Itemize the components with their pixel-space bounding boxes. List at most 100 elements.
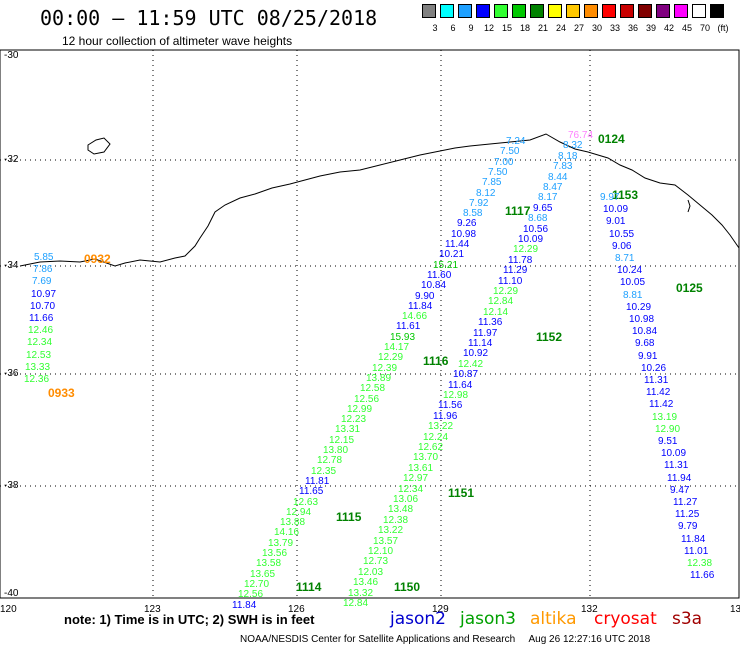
scale-swatch [440,4,454,18]
wave-height-value: 11.61 [396,321,421,332]
wave-height-value: 11.78 [508,255,533,266]
scale-label: 45 [681,23,692,33]
pass-time-label: 0933 [48,386,75,400]
wave-height-value: 11.97 [473,328,498,339]
wave-height-value: 7.50 [500,146,520,157]
wave-height-value: 10.29 [626,302,652,313]
wave-height-value: 7.50 [488,167,508,178]
pass-time-label: 0932 [84,252,111,266]
wave-height-value: 7.86 [33,264,53,275]
wave-height-value: 12.34 [27,337,53,348]
wave-height-value: 12.38 [687,558,713,569]
wave-height-value: 12.70 [244,579,270,590]
wave-height-value: 14.16 [274,527,300,538]
wave-height-value: 7.92 [469,198,489,209]
scale-label: 6 [450,23,456,33]
wave-height-value: 13.80 [323,445,349,456]
wave-height-value: 8.32 [563,140,583,151]
wave-height-value: 8.44 [548,172,568,183]
wave-height-value: 11.64 [448,380,473,391]
wave-height-value: 8.47 [543,182,563,193]
wave-height-value: 11.25 [675,509,700,520]
scale-swatch [494,4,508,18]
wave-height-value: 9.26 [457,218,477,229]
wave-height-value: 12.73 [363,556,389,567]
wave-height-value: 11.29 [503,265,528,276]
wave-height-value: 7.85 [482,177,502,188]
pass-time-label: 1150 [394,580,421,594]
wave-height-value: 13.56 [262,548,288,559]
wave-height-value: 11.84 [681,534,706,545]
wave-height-value: 11.44 [445,239,470,250]
note-text: note: 1) Time is in UTC; 2) SWH is in fe… [64,612,315,627]
wave-height-value: 12.35 [311,466,337,477]
scale-swatch [512,4,526,18]
wave-height-value: 10.05 [620,277,646,288]
wave-height-value: 9.68 [635,338,655,349]
scale-label: 42 [663,23,674,33]
wave-height-value: 10.21 [439,249,465,260]
wave-height-value: 11.60 [427,270,452,281]
wave-height-value: 12.56 [238,589,264,600]
scale-swatch [674,4,688,18]
wave-height-value: 11.81 [305,476,330,487]
island-small [687,199,691,213]
wave-height-value: 10.56 [523,224,549,235]
wave-height-value: 12.39 [372,363,398,374]
wave-height-value: 11.65 [299,486,324,497]
pass-time-label: 1117 [505,204,531,218]
wave-height-value: 9.79 [678,521,698,532]
wave-height-value: 12.98 [443,390,469,401]
legend-altika: altika [530,609,577,629]
pass-time-label: 1116 [423,354,449,368]
coastline [19,133,740,267]
wave-height-value: 5.85 [34,252,54,263]
wave-height-value: 12.84 [343,598,369,609]
wave-height-value: 9.51 [658,436,678,447]
wave-height-value: 12.42 [458,359,484,370]
wave-height-value: 11.27 [673,497,698,508]
wave-height-value: 7.83 [553,161,573,172]
wave-height-value: 8.12 [476,188,496,199]
wave-height-value: 7.00 [494,157,514,168]
scale-label: 9 [468,23,474,33]
wave-height-value: 12.34 [398,484,424,495]
wave-height-value: 12.97 [403,473,429,484]
legend-jason2: jason2 [390,609,446,629]
wave-height-value: 13.22 [378,525,404,536]
scale-swatch [638,4,652,18]
lon-label: 126 [288,604,305,615]
wave-height-value: 11.10 [498,276,523,287]
wave-height-value: 12.78 [317,455,343,466]
wave-height-value: 12.15 [329,435,355,446]
lon-label: 120 [0,604,17,615]
wave-height-value: 8.18 [558,151,578,162]
wave-height-value: 13.19 [652,412,678,423]
wave-height-value: 12.38 [383,515,409,526]
wave-height-value: 12.14 [483,307,509,318]
scale-label: 3 [432,23,438,33]
wave-height-value: 13.89 [366,373,392,384]
wave-height-value: 12.58 [360,383,386,394]
scale-label: 24 [555,23,566,33]
wave-height-value: 10.09 [518,234,544,245]
scale-label: 30 [591,23,602,33]
wave-height-value: 11.96 [433,411,458,422]
pass-time-label: 1153 [612,188,639,202]
scale-label: 15 [501,23,512,33]
scale-label: 27 [573,23,584,33]
wave-height-value: 12.56 [354,394,380,405]
wave-height-value: 9.91 [638,351,658,362]
wave-height-value: 11.42 [649,399,674,410]
pass-time-label: 1114 [296,580,322,594]
wave-height-value: 10.24 [617,265,643,276]
pass-time-label: 0125 [676,281,703,295]
legend-jason3: jason3 [460,609,516,629]
wave-height-value: 11.36 [478,317,503,328]
wave-height-value: 14.66 [402,311,428,322]
scale-swatch [602,4,616,18]
wave-height-value: 12.90 [655,424,681,435]
scale-label: 21 [537,23,548,33]
wave-height-value: 7.24 [506,136,526,147]
wave-height-value: 10.55 [609,229,635,240]
